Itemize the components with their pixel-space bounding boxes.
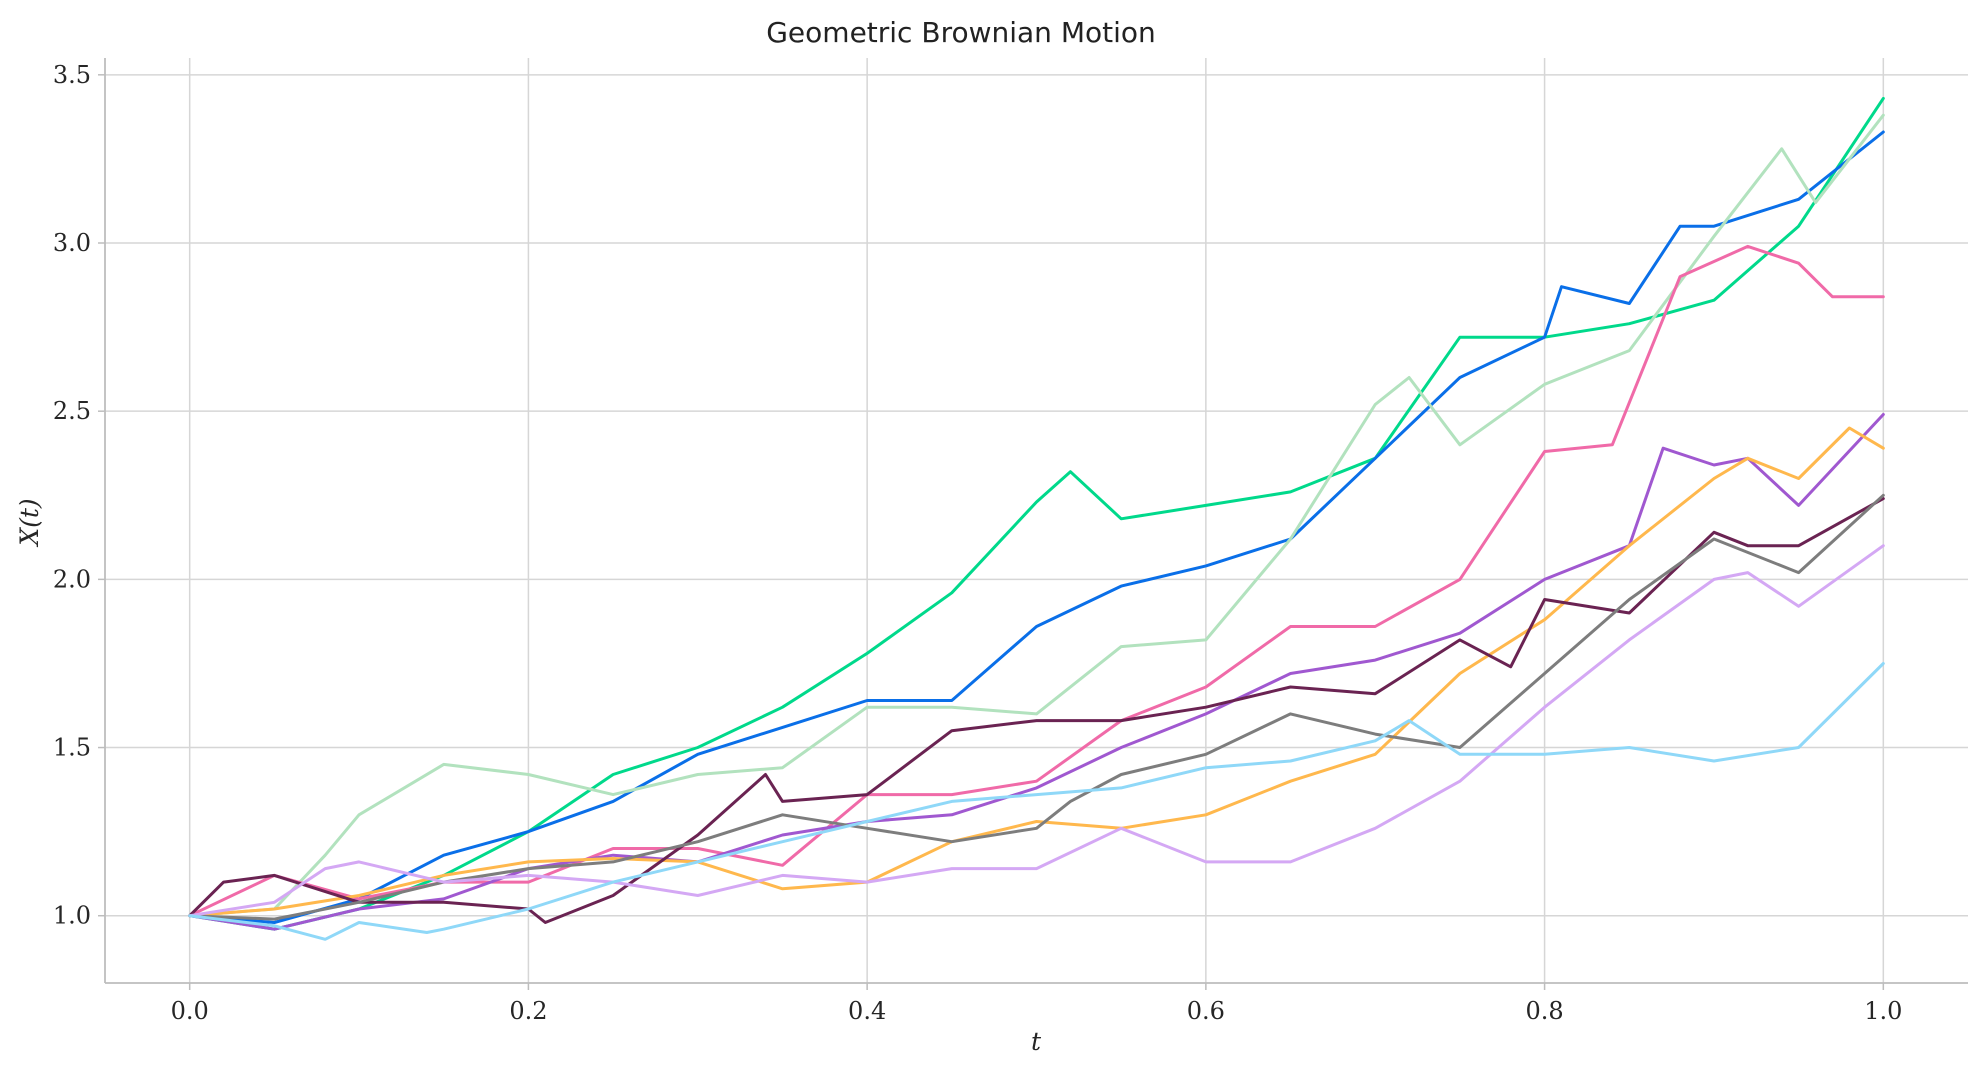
y-tick-label-5: 3.5: [53, 61, 91, 89]
x-tick-label-1: 0.2: [509, 997, 547, 1025]
x-axis-label: t: [1031, 1027, 1042, 1056]
axes-spines: [104, 58, 1968, 984]
chart-title: Geometric Brownian Motion: [766, 16, 1156, 49]
series-line-10: [188, 662, 1885, 941]
tick-labels: 0.0 0.2 0.4 0.6 0.8 1.0 1.0 1.5 2.0 2.5 3.0 3.5: [53, 61, 1903, 1025]
series-line-8: [188, 493, 1885, 921]
series-line-1: [188, 96, 1885, 931]
series-line-2: [188, 130, 1885, 924]
y-tick-label-1: 1.5: [53, 734, 91, 762]
gridlines: [105, 58, 1968, 983]
series-line-7: [188, 497, 1885, 924]
series-line-9: [188, 544, 1885, 918]
y-tick-label-2: 2.0: [53, 565, 91, 593]
x-tick-label-2: 0.4: [848, 997, 886, 1025]
x-tick-label-5: 1.0: [1864, 997, 1902, 1025]
y-tick-label-4: 3.0: [53, 229, 91, 257]
x-tick-label-3: 0.6: [1187, 997, 1225, 1025]
x-tick-label-4: 0.8: [1526, 997, 1564, 1025]
series-lines: [188, 96, 1885, 941]
y-axis-label: X(t): [15, 498, 44, 547]
series-line-4: [188, 244, 1885, 918]
series-line-3: [188, 113, 1885, 918]
series-line-5: [188, 413, 1885, 931]
x-tick-label-0: 0.0: [171, 997, 209, 1025]
y-tick-label-0: 1.0: [53, 902, 91, 930]
y-tick-label-3: 2.5: [53, 397, 91, 425]
